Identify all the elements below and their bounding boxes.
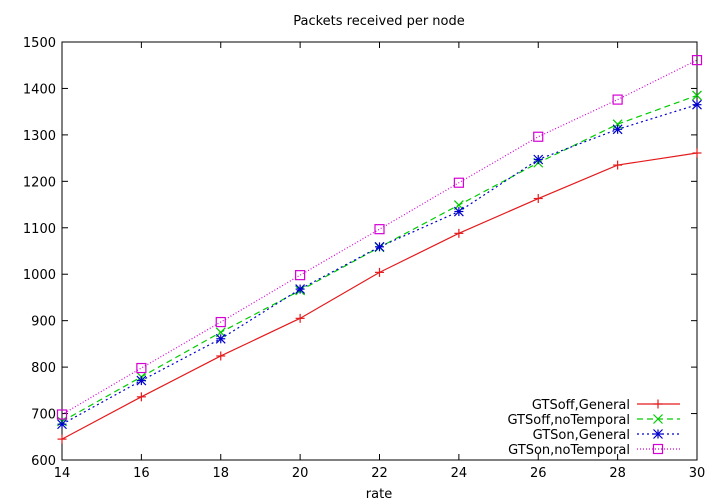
data-point <box>692 90 702 101</box>
data-point <box>56 409 68 420</box>
y-axis: 600 700 800 900 1000 1100 1200 1300 1400 1500 <box>23 36 697 469</box>
y-tick-label: 700 <box>31 408 56 423</box>
x-axis: 14 16 18 20 22 24 26 28 30 <box>54 42 706 481</box>
data-point <box>612 119 623 130</box>
data-point <box>136 392 146 402</box>
legend-label: GTSoff,General <box>532 398 630 413</box>
data-point <box>136 375 147 386</box>
data-point <box>453 177 464 188</box>
x-tick-label: 14 <box>54 466 71 481</box>
x-tick-label: 20 <box>292 466 309 481</box>
data-point <box>612 124 623 135</box>
series-line <box>61 59 698 416</box>
legend-marker <box>652 443 664 455</box>
x-tick-label: 16 <box>133 466 150 481</box>
chart-title: Packets received per node <box>293 14 465 29</box>
series-3 <box>56 55 703 420</box>
legend-marker <box>653 429 663 439</box>
data-point <box>692 99 702 110</box>
y-tick-label: 1100 <box>23 222 56 237</box>
data-point <box>374 241 385 252</box>
data-point <box>295 313 305 323</box>
legend-marker <box>653 399 663 409</box>
data-point <box>215 316 226 328</box>
legend: GTSoff,GeneralGTSoff,noTemporalGTSon,Gen… <box>507 398 680 458</box>
y-tick-label: 1400 <box>23 82 56 97</box>
data-point <box>57 419 67 430</box>
series-line <box>61 94 698 422</box>
legend-label: GTSon,noTemporal <box>508 443 630 458</box>
x-axis-label: rate <box>366 487 392 502</box>
y-tick-label: 1000 <box>23 268 56 283</box>
x-tick-label: 30 <box>689 466 706 481</box>
legend-marker <box>653 414 663 424</box>
y-tick-label: 1200 <box>23 175 56 190</box>
series-layer <box>56 55 703 444</box>
data-point <box>136 362 147 374</box>
data-point <box>215 333 226 344</box>
series-0 <box>57 148 702 444</box>
data-point <box>57 434 67 444</box>
x-tick-label: 24 <box>451 466 468 481</box>
x-tick-label: 28 <box>609 466 626 481</box>
legend-label: GTSoff,noTemporal <box>507 413 630 428</box>
data-point <box>295 284 306 295</box>
series-1 <box>57 90 702 427</box>
x-tick-label: 18 <box>212 466 229 481</box>
data-point <box>295 270 306 281</box>
data-point <box>613 160 623 170</box>
data-point <box>533 194 543 204</box>
series-2 <box>57 99 702 430</box>
y-tick-label: 1300 <box>23 129 56 144</box>
data-point <box>612 94 623 105</box>
legend-label: GTSon,General <box>533 428 630 443</box>
data-point <box>216 351 226 361</box>
data-point <box>692 148 702 158</box>
data-point <box>454 228 464 238</box>
y-tick-label: 1500 <box>23 36 56 51</box>
series-line <box>61 104 698 425</box>
data-point <box>533 154 544 165</box>
data-point <box>375 267 384 277</box>
series-line <box>61 152 698 440</box>
x-tick-label: 26 <box>530 466 547 481</box>
x-tick-label: 22 <box>371 466 388 481</box>
y-tick-label: 600 <box>31 454 56 469</box>
y-tick-label: 800 <box>31 361 56 376</box>
data-point <box>691 55 703 66</box>
data-point <box>374 224 385 235</box>
data-point <box>453 206 464 217</box>
y-tick-label: 900 <box>31 315 56 330</box>
data-point <box>533 131 544 142</box>
